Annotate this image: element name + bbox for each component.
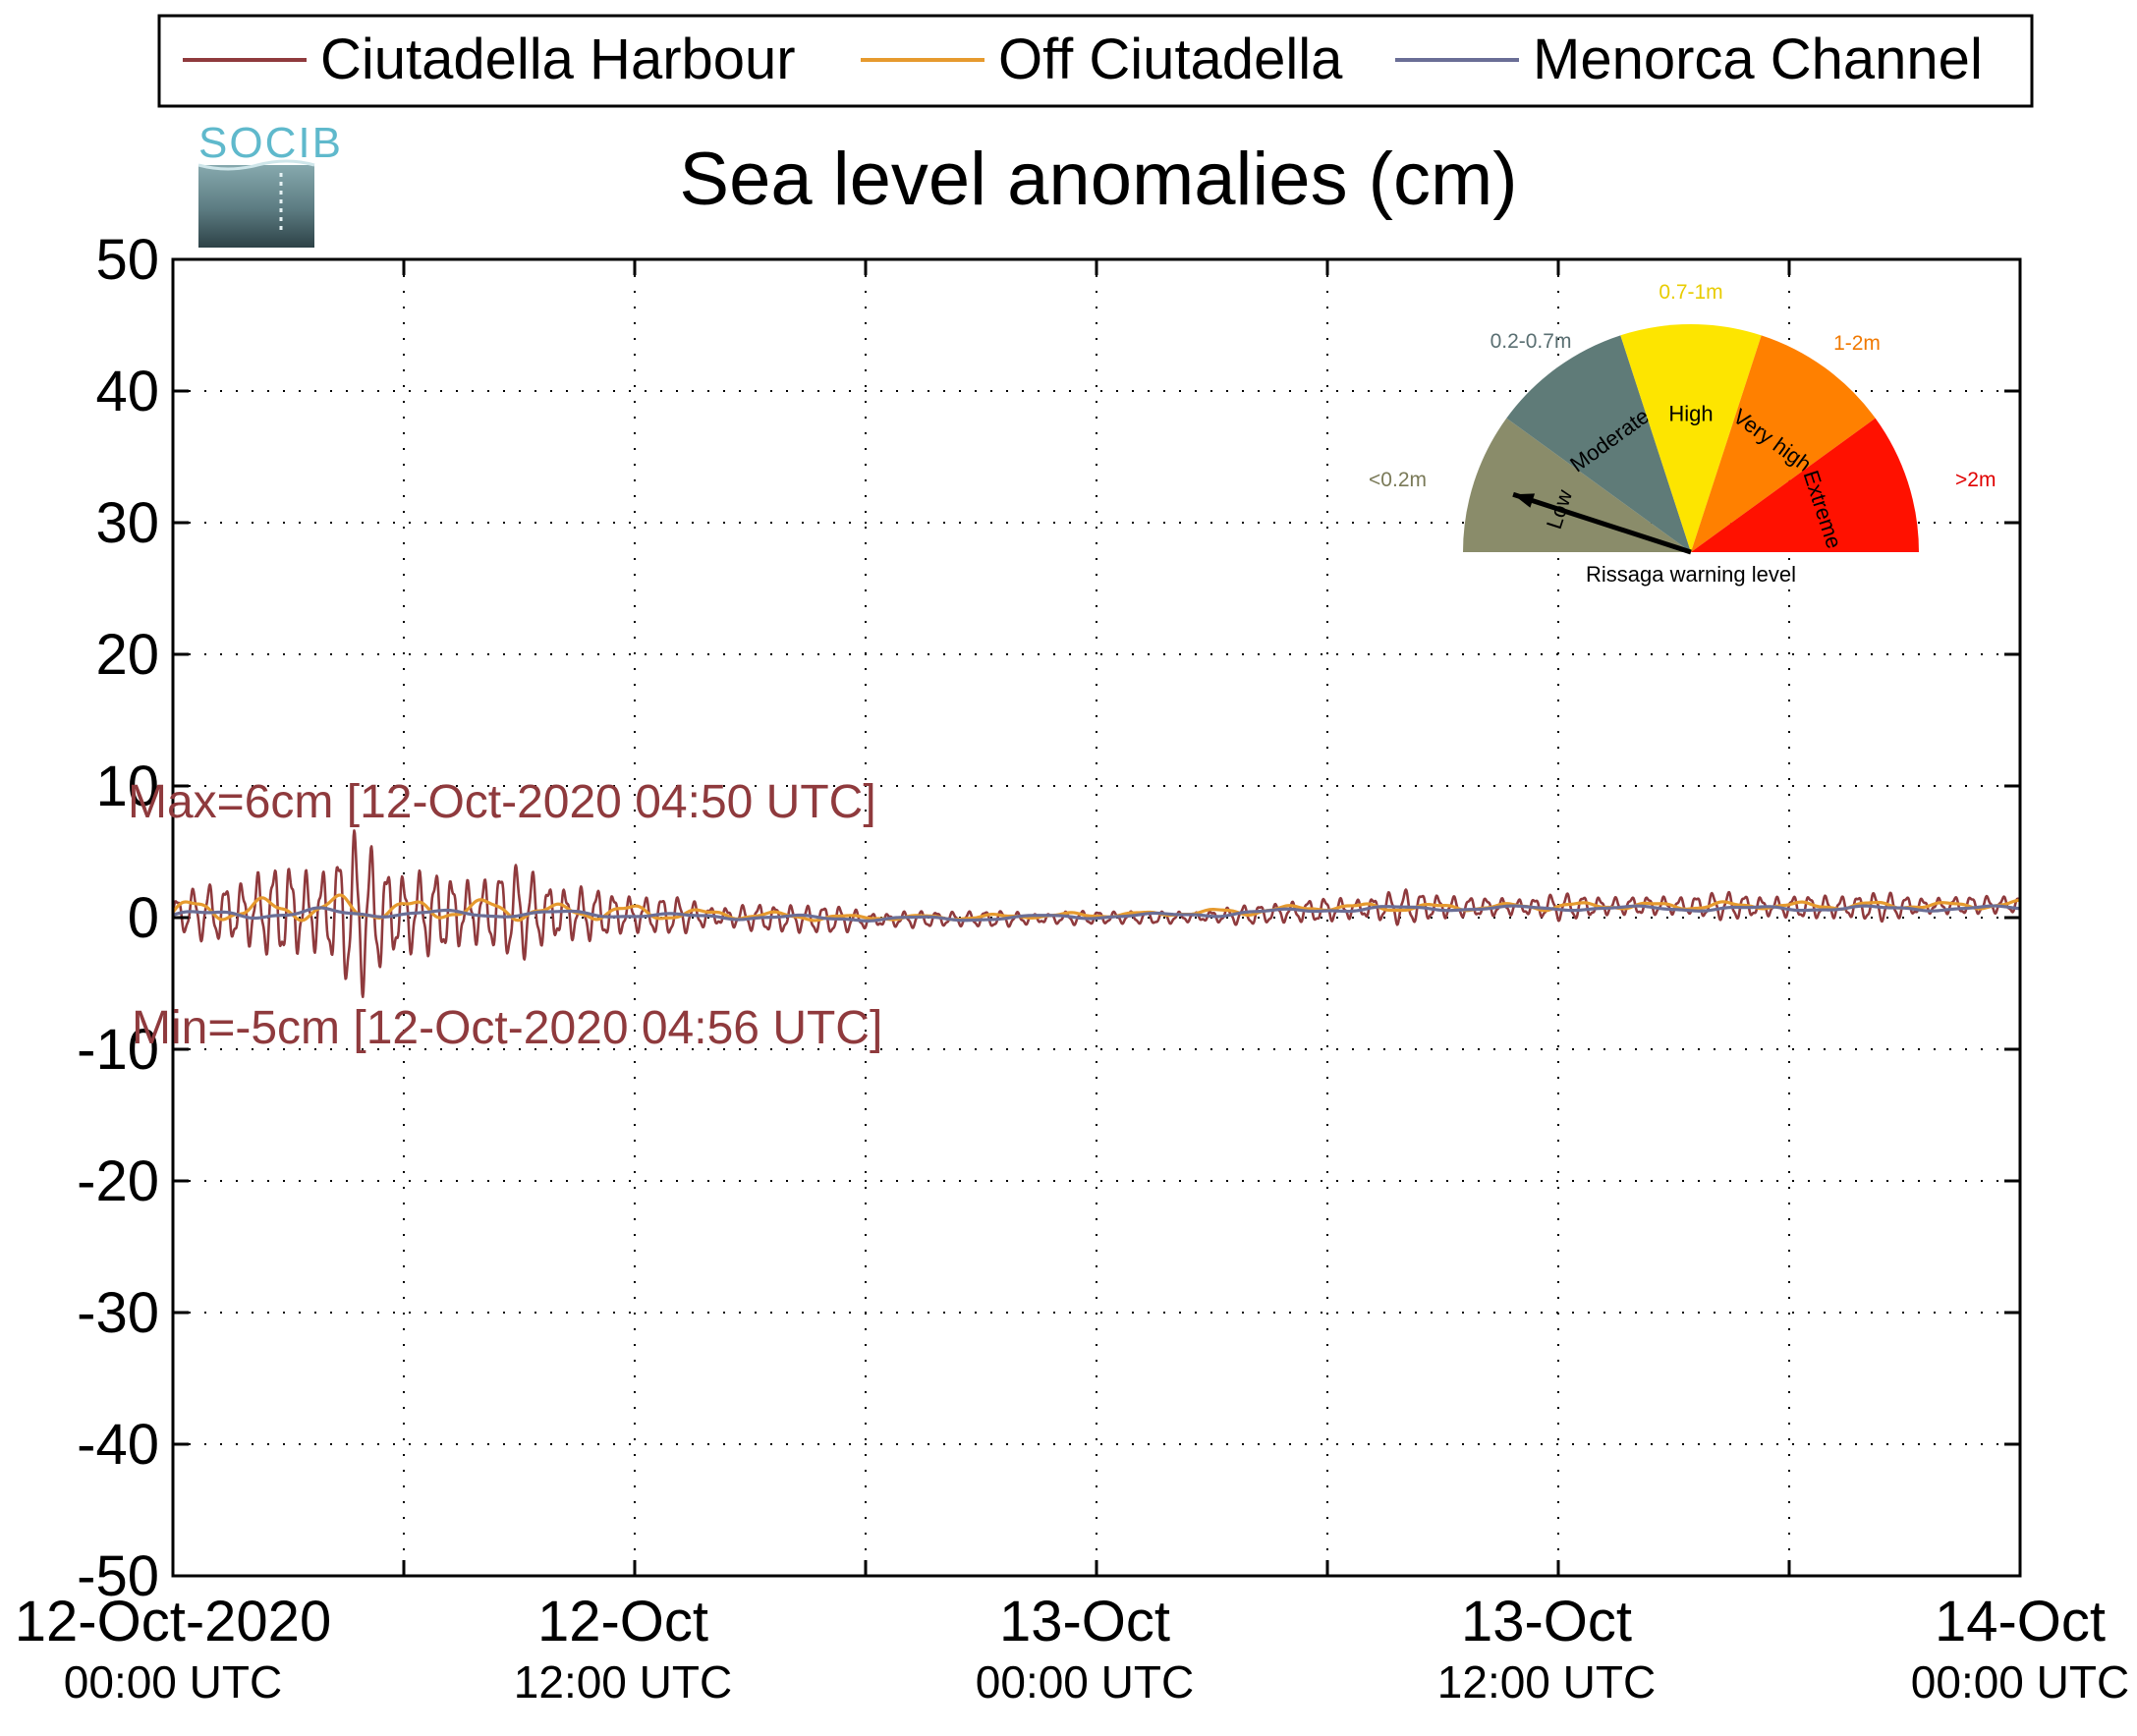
x-tick-label-date: 13-Oct [999,1590,1170,1653]
gauge-range-label: 0.2-0.7m [1490,330,1572,353]
y-tick-label: -20 [77,1149,159,1213]
x-tick-label-date: 13-Oct [1461,1590,1632,1653]
gauge-title: Rissaga warning level [1586,562,1796,587]
legend-label-off-ciutadella: Off Ciutadella [998,28,1343,91]
x-tick-label-time: 12:00 UTC [514,1656,732,1708]
series-line-menorca-channel [172,904,2021,923]
socib-logo-block [198,165,314,248]
y-tick-label: -10 [77,1018,159,1082]
x-tick-label-time: 00:00 UTC [64,1656,282,1708]
y-tick-label: -50 [77,1544,159,1608]
gauge-range-label: 0.7-1m [1659,281,1722,304]
gauge-needle-arrowhead [1513,493,1536,508]
series-line-ciutadella-harbour [171,829,2021,998]
legend: Ciutadella Harbour Off Ciutadella Menorc… [157,14,2034,108]
x-tick-label-date: 14-Oct [1935,1590,2106,1653]
gauge-sector-very-high [1691,335,1876,552]
gauge-sector-moderate [1506,335,1691,552]
socib-logo-wave [197,159,315,171]
gauge-range-label: >2m [1955,469,1996,491]
socib-logo-text: SOCIB [198,119,343,167]
min-annotation: Min=-5cm [12-Oct-2020 04:56 UTC] [132,1002,882,1054]
x-tick-label-date: 12-Oct [537,1590,708,1653]
gauge-needle [1512,491,1692,555]
x-tick-label-time: 12:00 UTC [1437,1656,1656,1708]
legend-label-menorca-channel: Menorca Channel [1533,28,1983,91]
y-tick-label: 0 [128,886,159,950]
max-annotation: Max=6cm [12-Oct-2020 04:50 UTC] [128,776,876,828]
y-tick-label: 50 [95,228,159,292]
socib-logo: SOCIB [197,119,343,248]
gauge-sector-low [1463,418,1691,552]
x-tick-label-time: 00:00 UTC [1911,1656,2129,1708]
gauge-range-label: <0.2m [1369,469,1427,491]
legend-label-ciutadella-harbour: Ciutadella Harbour [320,28,796,91]
series-layer [171,829,2021,998]
chart-title: Sea level anomalies (cm) [679,138,1517,221]
y-tick-label: 30 [95,491,159,555]
gauge-range-label: 1-2m [1833,332,1881,355]
y-tick-label: 20 [95,623,159,687]
axis-ticks [173,257,2020,1578]
legend-box [157,14,2034,108]
y-axis-tick-labels: 50 40 30 20 10 0 -10 -20 -30 -40 -50 [77,228,159,1608]
gauge-sector-extreme [1691,418,1919,552]
x-tick-label-time: 00:00 UTC [976,1656,1194,1708]
series-line-off-ciutadella [171,893,2021,923]
x-tick-label-date: 12-Oct-2020 [15,1590,331,1653]
y-tick-label: -30 [77,1281,159,1345]
y-tick-label: -40 [77,1413,159,1477]
y-tick-label: 10 [95,755,159,818]
y-tick-label: 40 [95,360,159,423]
gauge-level-label: High [1668,402,1713,426]
gauge-sector-high [1620,324,1762,552]
